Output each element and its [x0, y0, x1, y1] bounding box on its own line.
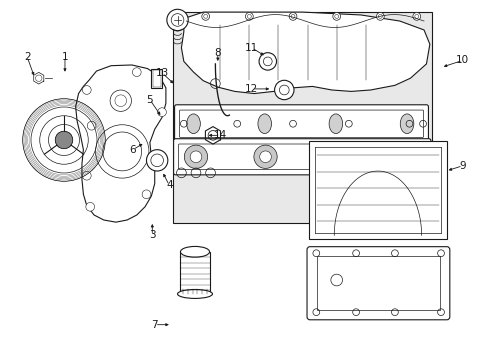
- Circle shape: [323, 145, 346, 168]
- Text: 1: 1: [61, 52, 68, 62]
- Circle shape: [412, 13, 420, 20]
- Bar: [317, 256, 439, 310]
- Circle shape: [288, 13, 296, 20]
- Polygon shape: [181, 12, 429, 94]
- Text: 7: 7: [151, 320, 158, 330]
- Text: 5: 5: [146, 95, 153, 105]
- Circle shape: [190, 151, 202, 163]
- FancyBboxPatch shape: [306, 247, 449, 320]
- Bar: [172, 12, 431, 223]
- Circle shape: [153, 79, 162, 88]
- Text: 6: 6: [129, 145, 136, 155]
- Text: 9: 9: [459, 161, 465, 171]
- Text: 11: 11: [244, 43, 258, 53]
- Text: 10: 10: [455, 55, 468, 65]
- Circle shape: [82, 171, 91, 180]
- FancyBboxPatch shape: [174, 105, 427, 143]
- Circle shape: [157, 108, 166, 117]
- Ellipse shape: [328, 114, 342, 134]
- Circle shape: [398, 151, 409, 163]
- Circle shape: [132, 68, 141, 76]
- Circle shape: [142, 190, 150, 199]
- Circle shape: [392, 145, 415, 168]
- Text: 3: 3: [149, 230, 155, 240]
- Polygon shape: [76, 65, 165, 222]
- Text: 8: 8: [214, 48, 221, 58]
- Circle shape: [146, 150, 167, 171]
- Ellipse shape: [177, 289, 212, 298]
- Circle shape: [328, 151, 340, 163]
- Circle shape: [82, 86, 91, 94]
- Circle shape: [332, 13, 340, 20]
- Circle shape: [259, 151, 271, 163]
- Circle shape: [253, 145, 277, 168]
- Circle shape: [376, 13, 384, 20]
- Bar: [151, 68, 162, 88]
- Bar: [152, 70, 160, 87]
- Circle shape: [55, 131, 73, 149]
- Text: 2: 2: [24, 52, 30, 62]
- Circle shape: [202, 13, 209, 20]
- Ellipse shape: [186, 114, 200, 134]
- Circle shape: [274, 80, 293, 100]
- Circle shape: [184, 145, 207, 168]
- Circle shape: [259, 53, 276, 70]
- Circle shape: [245, 13, 253, 20]
- Ellipse shape: [400, 114, 413, 134]
- Circle shape: [166, 9, 188, 31]
- Text: 14: 14: [213, 130, 226, 140]
- Circle shape: [87, 121, 96, 130]
- Text: 4: 4: [165, 180, 172, 190]
- FancyBboxPatch shape: [173, 139, 430, 175]
- Text: 13: 13: [155, 68, 168, 78]
- Polygon shape: [308, 141, 446, 239]
- Ellipse shape: [257, 114, 271, 134]
- Text: 12: 12: [244, 84, 258, 94]
- Circle shape: [86, 202, 94, 211]
- Ellipse shape: [180, 247, 209, 257]
- Bar: [180, 252, 209, 294]
